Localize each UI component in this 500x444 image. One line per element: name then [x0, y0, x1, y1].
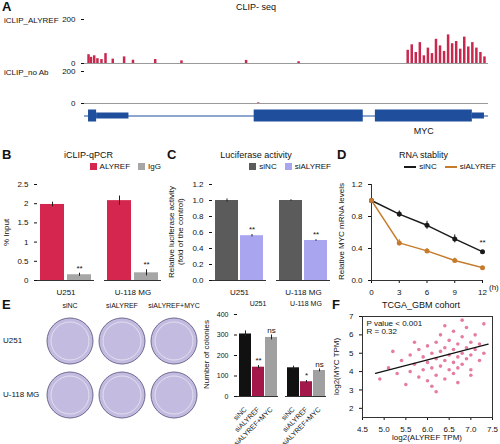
- html-text:Number of colonies: Number of colonies: [202, 320, 211, 390]
- svg-text:0: 0: [24, 276, 29, 285]
- html-text:siALYREF: siALYREF: [459, 162, 496, 171]
- svg-text:**: **: [249, 225, 255, 234]
- svg-text:0.4: 0.4: [192, 244, 204, 253]
- svg-text:200: 200: [217, 352, 229, 359]
- svg-text:12: 12: [478, 288, 487, 297]
- svg-text:4: 4: [349, 367, 354, 376]
- html-text:E: E: [2, 297, 11, 312]
- html-text:U-118 MG: U-118 MG: [3, 390, 40, 399]
- svg-text:U251: U251: [250, 300, 267, 307]
- html-text:Relative MYC mRNA levels: Relative MYC mRNA levels: [337, 183, 346, 280]
- svg-text:siALYREF+MYC: siALYREF+MYC: [280, 406, 321, 444]
- html-text:Relative luciferase activity (: Relative luciferase activity (fold of th…: [167, 186, 186, 278]
- svg-text:6: 6: [425, 288, 430, 297]
- svg-text:**: **: [76, 264, 82, 273]
- html-text:siALYREF+MYC: siALYREF+MYC: [148, 302, 200, 309]
- svg-text:6: 6: [349, 330, 354, 339]
- html-text:siALYREF: siALYREF: [106, 302, 138, 309]
- html-text:ALYREF: ALYREF: [99, 162, 131, 171]
- svg-text:2.5: 2.5: [17, 180, 29, 189]
- svg-text:**: **: [255, 356, 261, 365]
- html-text:siALYREF: siALYREF: [294, 162, 331, 171]
- html-text:log2(ALYREF TPM): log2(ALYREF TPM): [392, 433, 462, 442]
- svg-text:0.8: 0.8: [192, 212, 204, 221]
- html-text:% Input: % Input: [2, 218, 11, 246]
- svg-text:**: **: [143, 260, 149, 269]
- svg-text:7.0: 7.0: [465, 425, 477, 434]
- html-text:siNC: siNC: [259, 162, 277, 171]
- svg-text:0.0: 0.0: [192, 276, 204, 285]
- svg-text:200: 200: [62, 67, 76, 76]
- svg-text:7: 7: [349, 312, 354, 321]
- svg-text:0.0: 0.0: [351, 276, 363, 285]
- svg-text:4.5: 4.5: [357, 425, 369, 434]
- svg-text:1.2: 1.2: [351, 180, 363, 189]
- svg-text:1.2: 1.2: [192, 180, 204, 189]
- svg-text:1.5: 1.5: [17, 218, 29, 227]
- svg-text:**: **: [479, 238, 485, 247]
- svg-text:siNC: siNC: [280, 405, 296, 422]
- svg-text:siNC: siNC: [232, 405, 248, 422]
- svg-text:0.5: 0.5: [17, 257, 29, 266]
- html-text:Luciferase activity: Luciferase activity: [220, 150, 292, 160]
- svg-text:0.6: 0.6: [192, 228, 204, 237]
- html-text:TCGA_GBM cohort: TCGA_GBM cohort: [382, 300, 460, 310]
- html-text:CLIP- seq: CLIP- seq: [236, 2, 276, 12]
- html-text:log2(MYC TPM): log2(MYC TPM): [332, 337, 341, 396]
- svg-text:6.0: 6.0: [422, 425, 434, 434]
- svg-text:U251: U251: [230, 288, 250, 297]
- svg-text:0: 0: [369, 288, 374, 297]
- svg-text:0: 0: [225, 393, 229, 400]
- svg-text:5.5: 5.5: [400, 425, 412, 434]
- svg-text:U-118 MG: U-118 MG: [115, 288, 151, 297]
- svg-text:0.2: 0.2: [192, 260, 204, 269]
- svg-text:2: 2: [24, 199, 29, 208]
- html-text:siNC: siNC: [419, 162, 437, 171]
- svg-text:5: 5: [349, 349, 354, 358]
- svg-text:ns: ns: [315, 360, 323, 369]
- svg-text:3: 3: [349, 386, 354, 395]
- svg-text:1.0: 1.0: [192, 196, 204, 205]
- svg-text:300: 300: [217, 331, 229, 338]
- svg-text:U-118 MG: U-118 MG: [290, 300, 322, 307]
- svg-text:100: 100: [217, 372, 229, 379]
- svg-text:6.5: 6.5: [444, 425, 456, 434]
- html-text:A: A: [2, 0, 12, 14]
- svg-text:200: 200: [62, 15, 76, 24]
- svg-text:0: 0: [71, 99, 76, 108]
- html-text:IgG: IgG: [148, 162, 161, 171]
- svg-text:MYC: MYC: [414, 126, 435, 136]
- svg-text:5.0: 5.0: [379, 425, 391, 434]
- svg-text:U251: U251: [56, 288, 76, 297]
- svg-text:2: 2: [349, 404, 354, 413]
- svg-text:0.8: 0.8: [351, 212, 363, 221]
- html-text:B: B: [2, 147, 12, 162]
- html-text:F: F: [332, 297, 340, 312]
- html-text:iCLIP-qPCR: iCLIP-qPCR: [64, 150, 113, 160]
- svg-text:U-118 MG: U-118 MG: [285, 288, 321, 297]
- svg-text:*: *: [305, 371, 308, 380]
- svg-text:7.5: 7.5: [487, 425, 499, 434]
- html-text:C: C: [167, 147, 177, 162]
- html-text:iCLIP_no Ab: iCLIP_no Ab: [4, 68, 49, 77]
- html-text:iCLIP_ALYREF: iCLIP_ALYREF: [4, 16, 59, 25]
- html-text:D: D: [337, 147, 347, 162]
- svg-text:siALYREF+MYC: siALYREF+MYC: [232, 406, 273, 444]
- html-text:RNA stablity: RNA stablity: [399, 150, 448, 160]
- svg-text:1: 1: [24, 238, 29, 247]
- svg-text:3: 3: [397, 288, 402, 297]
- html-text:U251: U251: [3, 336, 23, 345]
- svg-text:ns: ns: [267, 326, 275, 335]
- html-text:siNC: siNC: [62, 302, 78, 309]
- svg-text:400: 400: [217, 311, 229, 318]
- html-text:(h): (h): [489, 283, 499, 292]
- svg-text:0.4: 0.4: [351, 244, 363, 253]
- svg-text:**: **: [313, 230, 319, 239]
- svg-text:9: 9: [453, 288, 458, 297]
- svg-text:P value < 0.001R = 0.32: P value < 0.001R = 0.32: [367, 319, 423, 336]
- svg-text:0: 0: [71, 59, 76, 69]
